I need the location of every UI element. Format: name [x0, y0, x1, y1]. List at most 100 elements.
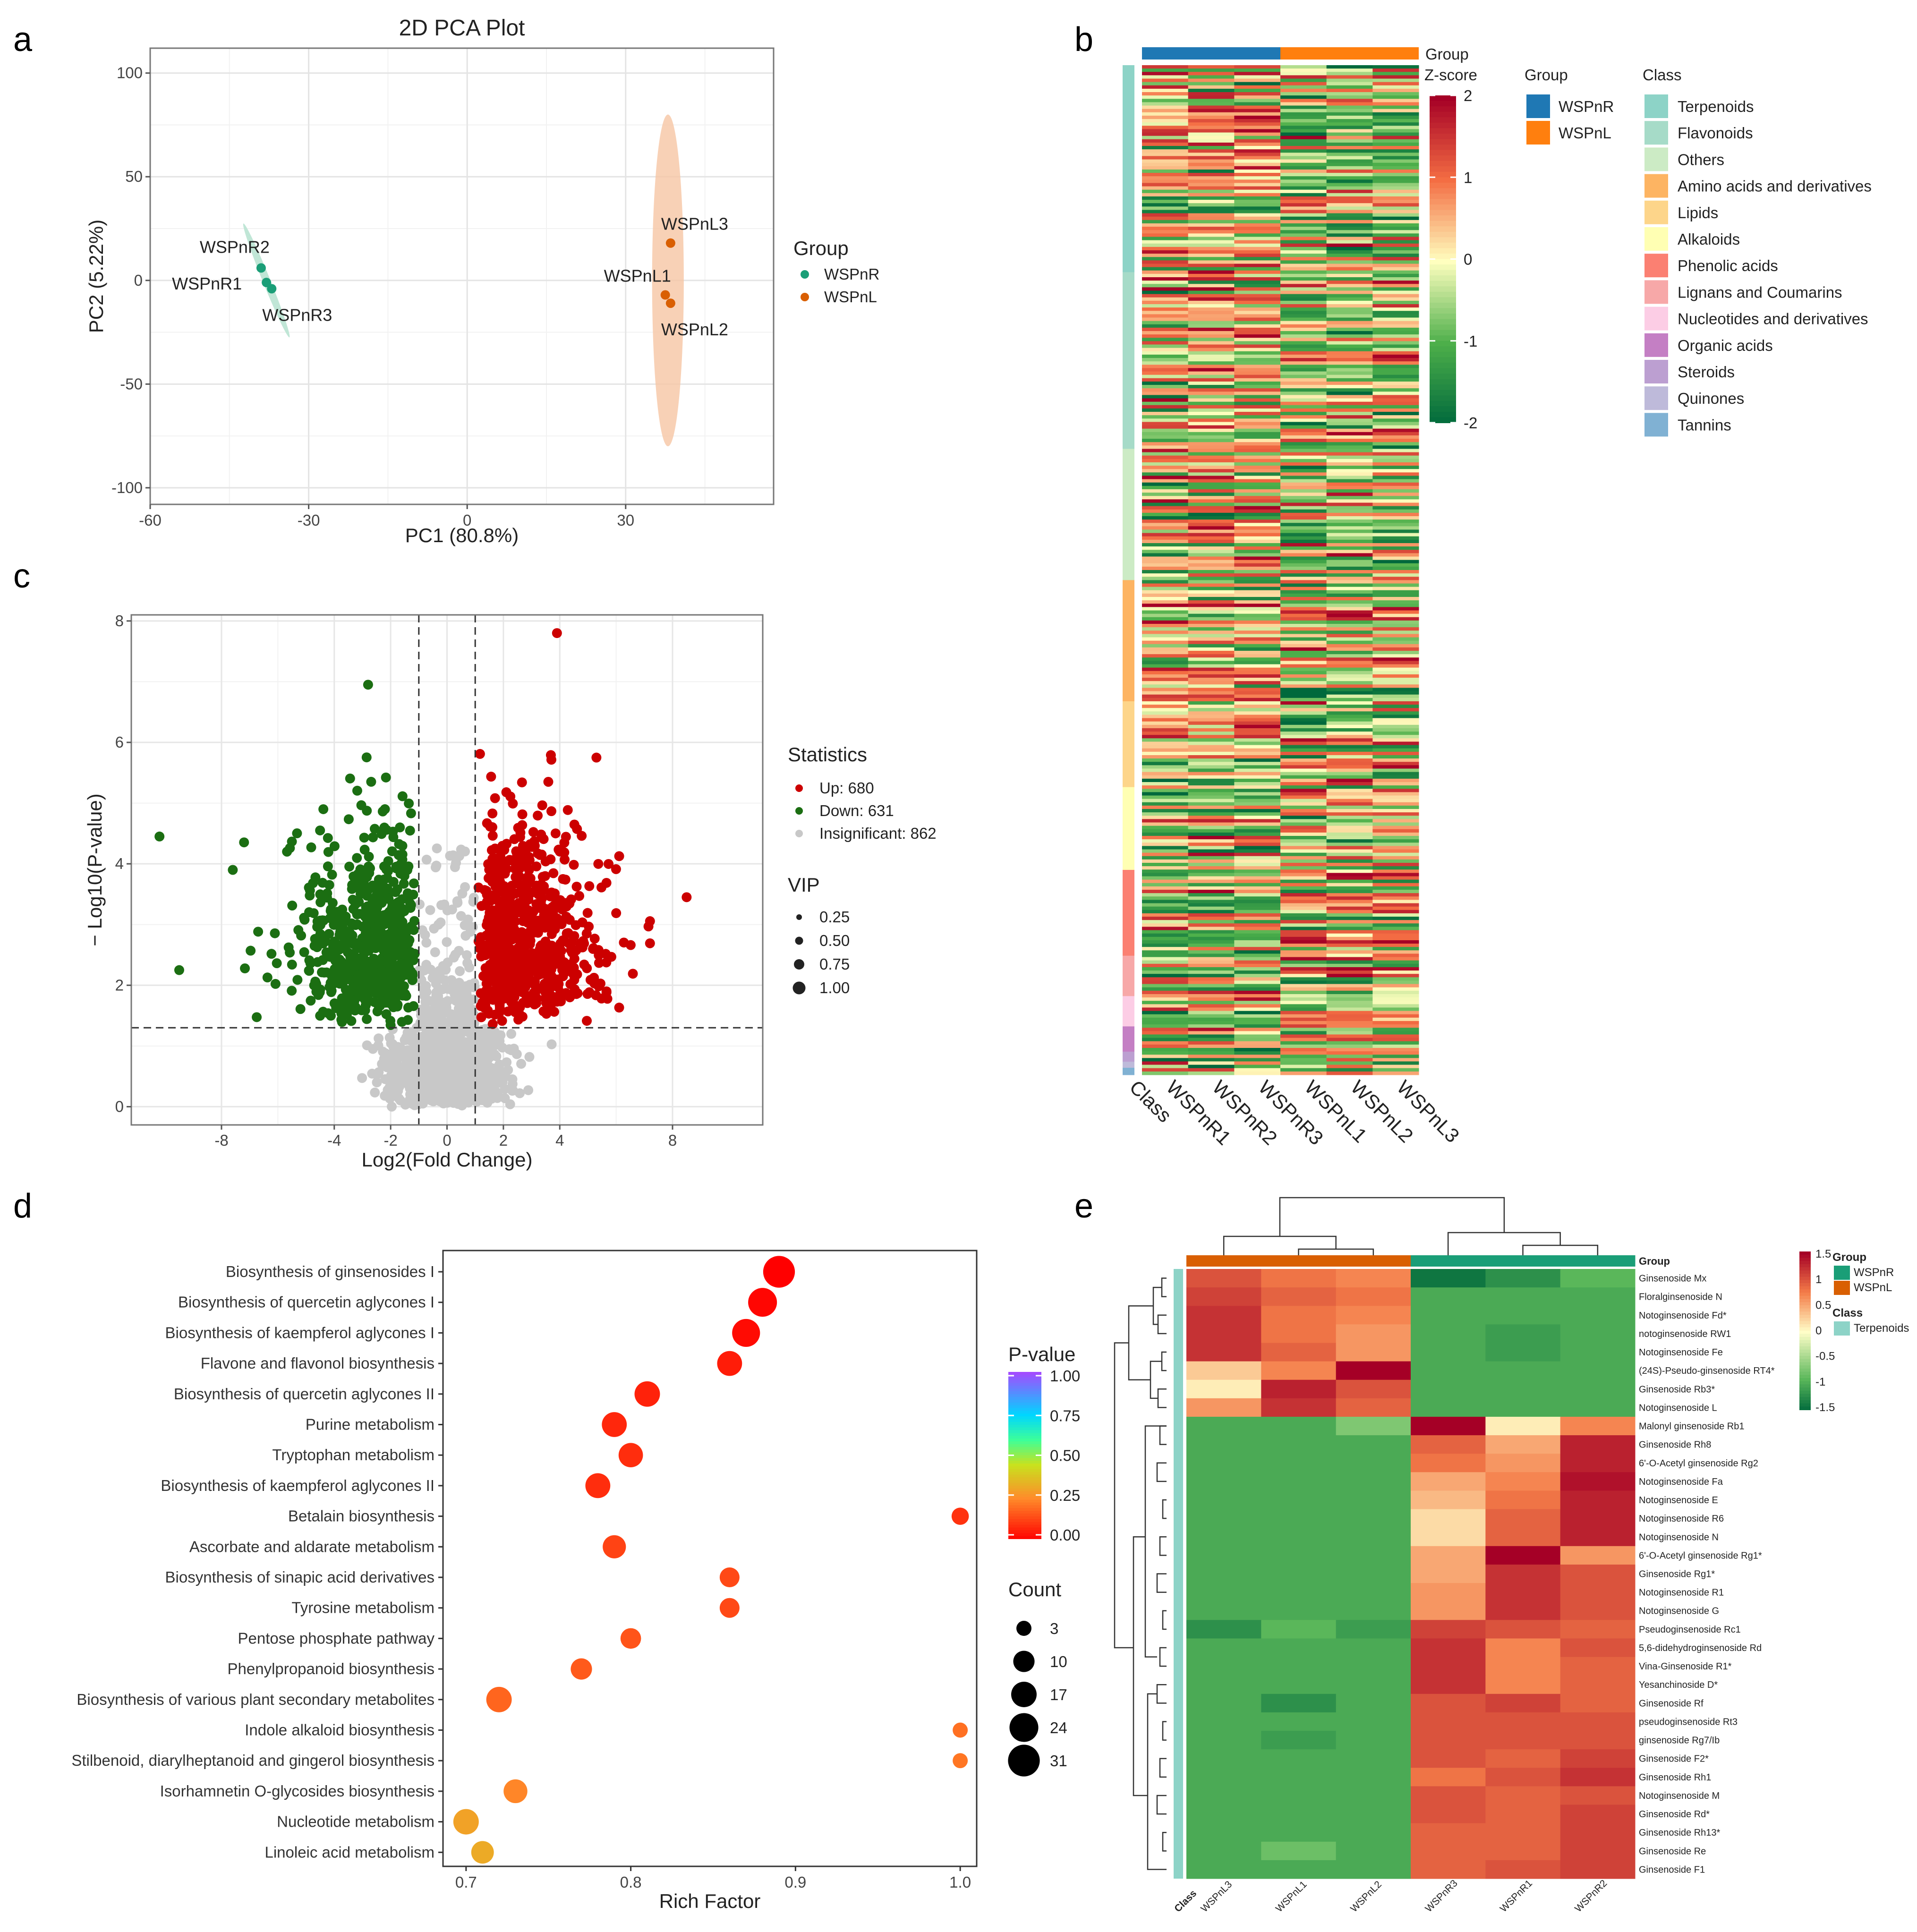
heatmap-cell: [1188, 849, 1235, 853]
heatmap-cell: [1326, 179, 1373, 183]
heatmap-cell: [1234, 705, 1281, 708]
heatmap-cell: [1142, 351, 1189, 355]
heatmap-cell: [1326, 512, 1373, 517]
heatmap-cell: [1142, 953, 1189, 958]
heatmap-cell: [1188, 512, 1235, 517]
vip-legend-marker: [795, 936, 803, 945]
heatmap-cell: [1261, 1841, 1337, 1861]
heatmap-cell: [1372, 923, 1419, 927]
heatmap-cell: [1142, 374, 1189, 379]
heatmap-cell: [1372, 408, 1419, 412]
heatmap-cell: [1188, 630, 1235, 634]
column-label-wspnl1: WSPnL1: [1274, 1879, 1309, 1915]
heatmap-cell: [1280, 822, 1327, 826]
heatmap-cell: [1188, 68, 1235, 72]
heatmap-cell: [1326, 243, 1373, 247]
heatmap-cell: [1280, 516, 1327, 520]
heatmap-cell: [1336, 1860, 1411, 1879]
heatmap-cell: [1234, 1068, 1281, 1072]
heatmap-cell: [1188, 694, 1235, 698]
pathway-label-stilbenoid-diarylheptanoid-and-gingerol-biosynthesis: Stilbenoid, diarylheptanoid and gingerol…: [71, 1752, 435, 1769]
heatmap-cell: [1186, 1435, 1261, 1454]
volcano-point-down: [318, 1006, 328, 1017]
heatmap-cell: [1142, 1017, 1189, 1021]
heatmap-cell: [1560, 1306, 1636, 1325]
heatmap-cell: [1372, 671, 1419, 675]
heatmap-cell: [1280, 88, 1327, 93]
heatmap-cell: [1326, 839, 1373, 843]
x-tick-label: 0.8: [620, 1873, 642, 1891]
zscore-gradient-step: [1430, 379, 1456, 385]
heatmap-cell: [1372, 264, 1419, 268]
heatmap-cell: [1372, 890, 1419, 894]
heatmap-cell: [1234, 85, 1281, 89]
heatmap-cell: [1280, 829, 1327, 833]
x-axis-title: Log2(Fold Change): [362, 1149, 533, 1171]
heatmap-cell: [1280, 957, 1327, 961]
row-label-notoginsenoside-g: Notoginsenoside G: [1639, 1606, 1719, 1617]
heatmap-cell: [1326, 536, 1373, 540]
heatmap-cell: [1280, 805, 1327, 809]
heatmap-cell: [1280, 273, 1327, 278]
volcano-point-up: [473, 882, 484, 893]
heatmap-cell: [1188, 836, 1235, 840]
heatmap-cell: [1326, 257, 1373, 261]
volcano-point-insignificant: [357, 1073, 367, 1083]
heatmap-cell: [1372, 762, 1419, 766]
volcano-point-down: [287, 836, 297, 847]
heatmap-cell: [1326, 307, 1373, 311]
class-legend-label: Amino acids and derivatives: [1678, 178, 1872, 195]
heatmap-cell: [1188, 1061, 1235, 1065]
pvalue-gradient-step: [1008, 1499, 1041, 1503]
heatmap-cell: [1372, 1061, 1419, 1065]
scale-gradient-step: [1799, 1267, 1811, 1271]
heatmap-cell: [1234, 173, 1281, 177]
volcano-point-insignificant: [418, 1060, 428, 1071]
x-tick-label: 30: [617, 511, 634, 529]
scale-gradient-step: [1799, 1340, 1811, 1344]
pvalue-gradient-step: [1008, 1502, 1041, 1506]
heatmap-cell: [1188, 183, 1235, 187]
heatmap-cell: [1261, 1749, 1337, 1768]
heatmap-cell: [1234, 374, 1281, 379]
volcano-point-down: [317, 967, 327, 978]
heatmap-cell: [1188, 886, 1235, 890]
heatmap-cell: [1485, 1712, 1561, 1731]
heatmap-cell: [1188, 284, 1235, 288]
heatmap-cell: [1372, 378, 1419, 382]
heatmap-cell: [1326, 365, 1373, 368]
heatmap-cell: [1326, 415, 1373, 419]
heatmap-cell: [1142, 570, 1189, 574]
volcano-point-up: [535, 945, 545, 955]
heatmap-cell: [1142, 762, 1189, 766]
heatmap-cell: [1234, 344, 1281, 349]
volcano-point-up: [546, 806, 556, 817]
heatmap-cell: [1188, 805, 1235, 809]
heatmap-cell: [1372, 748, 1419, 752]
heatmap-cell: [1372, 300, 1419, 305]
heatmap-cell: [1372, 1028, 1419, 1031]
heatmap-cell: [1234, 994, 1281, 998]
heatmap-cell: [1485, 1675, 1561, 1694]
volcano-point-down: [391, 928, 401, 938]
heatmap-cell: [1280, 136, 1327, 140]
heatmap-cell: [1188, 543, 1235, 547]
heatmap-cell: [1142, 657, 1189, 661]
heatmap-cell: [1142, 940, 1189, 944]
heatmap-cell: [1326, 910, 1373, 914]
heatmap-cell: [1280, 368, 1327, 372]
volcano-point-down: [335, 923, 345, 933]
heatmap-cell: [1234, 250, 1281, 254]
panel-letter-b: b: [1074, 21, 1093, 59]
heatmap-cell: [1411, 1731, 1486, 1750]
heatmap-cell: [1326, 502, 1373, 507]
heatmap-cell: [1234, 1001, 1281, 1004]
column-dendrogram-branch: [1279, 1197, 1505, 1236]
heatmap-cell: [1280, 210, 1327, 214]
heatmap-cell: [1372, 613, 1419, 618]
heatmap-cell: [1188, 587, 1235, 591]
heatmap-cell: [1142, 119, 1189, 123]
volcano-point-down: [306, 842, 316, 852]
x-tick-label: 0.7: [455, 1873, 477, 1891]
heatmap-cell: [1372, 1014, 1419, 1018]
